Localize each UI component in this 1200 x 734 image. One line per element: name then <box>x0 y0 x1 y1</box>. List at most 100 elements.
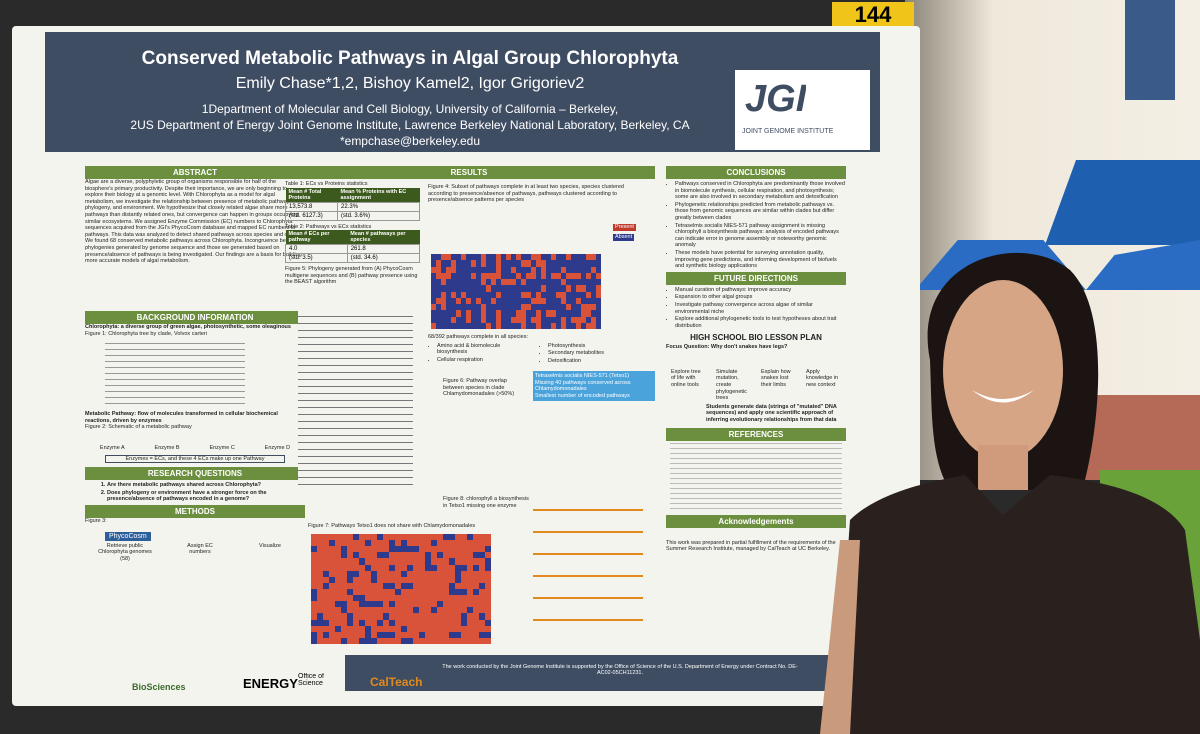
heatmap-cell <box>335 564 341 571</box>
heatmap-cell <box>425 564 431 571</box>
section-heading: HIGH SCHOOL BIO LESSON PLAN <box>690 333 822 343</box>
figure-caption: Figure 5: Phylogeny generated from (A) P… <box>285 266 418 286</box>
heatmap-cell <box>456 285 461 292</box>
heatmap-cell <box>353 625 359 632</box>
heatmap-cell <box>485 570 491 577</box>
heatmap-cell <box>451 304 456 311</box>
heatmap-cell <box>591 291 596 298</box>
heatmap-cell <box>437 607 443 614</box>
heatmap-cell <box>353 570 359 577</box>
heatmap-cell <box>383 637 389 644</box>
heatmap-cell <box>479 613 485 620</box>
heatmap-cell <box>347 546 353 553</box>
list-item: Phylogenetic relationships predicted fro… <box>675 202 846 222</box>
heatmap-cell <box>371 595 377 602</box>
heatmap-cell <box>431 631 437 638</box>
heatmap-cell <box>329 564 335 571</box>
heatmap-cell <box>461 310 466 317</box>
heatmap-cell <box>371 552 377 559</box>
heatmap-cell <box>481 266 486 273</box>
heatmap-cell <box>521 316 526 323</box>
heatmap-cell <box>353 637 359 644</box>
heatmap-cell <box>431 310 436 317</box>
heatmap-cell <box>566 272 571 279</box>
heatmap-cell <box>365 613 371 620</box>
method-step: Retrieve public Chlorophyta genomes (58) <box>98 542 152 562</box>
heatmap-cell <box>481 316 486 323</box>
heatmap-cell <box>335 625 341 632</box>
heatmap-cell <box>566 316 571 323</box>
heatmap-cell <box>436 316 441 323</box>
heatmap-cell <box>446 316 451 323</box>
heatmap-cell <box>329 619 335 626</box>
heatmap-cell <box>511 260 516 267</box>
heatmap-cell <box>451 254 456 261</box>
list-item: Explore additional phylogenetic tools to… <box>675 316 846 329</box>
heatmap-cell <box>471 272 476 279</box>
heatmap-cell <box>471 322 476 329</box>
callout-line: Tetraselmis socialis NIES-571 (Tetso1) <box>535 373 630 379</box>
heatmap-cell <box>323 546 329 553</box>
heatmap-cell <box>471 260 476 267</box>
callout-line: Smallest number of encoded pathways <box>535 392 630 399</box>
heatmap-cell <box>335 540 341 547</box>
heatmap-cell <box>407 607 413 614</box>
heatmap-cell <box>467 540 473 547</box>
heatmap-cell <box>596 304 601 311</box>
heatmap-cell <box>556 291 561 298</box>
heatmap-cell <box>317 552 323 559</box>
heatmap-cell <box>451 279 456 286</box>
heatmap-cell <box>359 637 365 644</box>
heatmap-cell <box>359 595 365 602</box>
heatmap-cell <box>479 631 485 638</box>
heatmap-cell <box>501 272 506 279</box>
heatmap-cell <box>461 297 466 304</box>
heatmap-cell <box>431 279 436 286</box>
heatmap-cell <box>596 316 601 323</box>
heatmap-cell <box>456 310 461 317</box>
heatmap-cell <box>566 304 571 311</box>
poster-title: Conserved Metabolic Pathways in Algal Gr… <box>141 48 679 69</box>
heatmap-cell <box>456 291 461 298</box>
heatmap-cell <box>383 582 389 589</box>
heatmap-cell <box>437 637 443 644</box>
heatmap-cell <box>496 285 501 292</box>
heatmap-cell <box>485 564 491 571</box>
heatmap-cell <box>341 546 347 553</box>
heatmap-cell <box>395 546 401 553</box>
heatmap-cell <box>451 322 456 329</box>
heatmap-cell <box>449 570 455 577</box>
complete-items: Amino acid & biomolecule biosynthesisCel… <box>428 343 643 365</box>
heatmap-cell <box>383 570 389 577</box>
heatmap-cell <box>407 576 413 583</box>
heatmap-cell <box>437 601 443 608</box>
heatmap-cell <box>541 291 546 298</box>
callout-line: Missing 40 pathways conserved across Chl… <box>535 379 631 393</box>
heatmap-cell <box>389 595 395 602</box>
heatmap-cell <box>353 595 359 602</box>
heatmap-cell <box>586 260 591 267</box>
heatmap-cell <box>371 582 377 589</box>
heatmap-cell <box>516 260 521 267</box>
heatmap-cell <box>395 631 401 638</box>
heatmap-cell <box>471 297 476 304</box>
heatmap-cell <box>546 266 551 273</box>
heatmap-cell <box>431 297 436 304</box>
heatmap-cell <box>446 304 451 311</box>
heatmap-cell <box>449 546 455 553</box>
heatmap-cell <box>485 589 491 596</box>
table-cell: (std. 6127.3) <box>285 210 339 221</box>
heatmap-cell <box>486 322 491 329</box>
heatmap-cell <box>383 564 389 571</box>
heatmap-cell <box>531 291 536 298</box>
heatmap-cell <box>596 310 601 317</box>
heatmap-cell <box>407 619 413 626</box>
smile <box>972 390 1034 403</box>
heatmap-cell <box>476 304 481 311</box>
heatmap-cell <box>431 619 437 626</box>
heatmap-cell <box>431 266 436 273</box>
heatmap-cell <box>425 619 431 626</box>
section-heading: FUTURE DIRECTIONS <box>666 271 846 285</box>
heatmap-cell <box>419 582 425 589</box>
heatmap-cell <box>347 619 353 626</box>
